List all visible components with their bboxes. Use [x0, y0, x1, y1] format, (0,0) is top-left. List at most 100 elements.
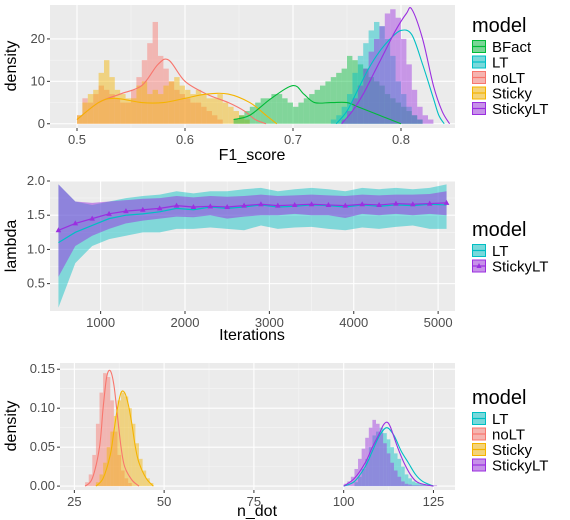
legend-item-lt: LT	[472, 411, 508, 428]
stickylt-histogram-bar	[383, 443, 387, 487]
bfact-histogram-bar	[309, 94, 315, 124]
lt-histogram-bar	[358, 476, 362, 487]
stickylt-histogram-bar	[397, 476, 402, 487]
bfact-histogram-bar	[379, 85, 385, 124]
bfact-histogram-bar	[276, 94, 283, 124]
stickylt-histogram-bar	[368, 427, 373, 487]
nolt-histogram-bar	[99, 392, 104, 487]
confidence-ribbons	[58, 184, 447, 308]
stickylt-histogram-bar	[357, 85, 364, 124]
nolt-histogram-bar	[217, 119, 223, 124]
x-tick-label: 5000	[424, 315, 453, 330]
legend-item-sticky: Sticky	[472, 442, 533, 459]
stickylt-mean-point	[190, 204, 197, 209]
sticky-histogram-bar	[146, 478, 150, 487]
sticky-histogram-bar	[136, 85, 142, 124]
sticky-histogram-bar	[121, 392, 125, 487]
sticky-density-curve	[76, 92, 278, 125]
stickylt-histogram-bar	[390, 9, 396, 124]
sticky-histogram-bar	[233, 111, 239, 124]
nolt-histogram-bar	[131, 89, 137, 124]
bfact-histogram-bar	[411, 115, 418, 124]
lt-histogram-bar	[390, 55, 396, 124]
stickylt-histogram-bar	[401, 481, 405, 487]
nolt-histogram-bar	[109, 94, 115, 124]
stickylt-histogram-bar	[417, 106, 423, 124]
nolt-histogram-bar	[92, 454, 96, 487]
stickylt-histogram-bar	[422, 485, 427, 487]
x-tick-label: 0.6	[176, 132, 194, 147]
lt-histogram-bar	[419, 483, 423, 487]
lt-histogram-bar	[417, 119, 423, 124]
sticky-histogram-bar	[77, 115, 83, 124]
lt-histogram-bar	[379, 427, 384, 487]
bfact-histogram-bar	[395, 102, 401, 124]
nolt-histogram-bar	[104, 89, 110, 124]
stickylt-mean-point	[342, 202, 349, 208]
stickylt-histogram-bar	[408, 484, 412, 487]
stickylt-histogram-bar	[411, 485, 416, 487]
lt-histogram-bar	[408, 478, 412, 487]
lt-histogram-bar	[386, 439, 391, 487]
sticky-histogram-bar	[190, 94, 196, 124]
stickylt-mean-point	[224, 204, 230, 209]
legend-label-nolt: noLT	[492, 427, 525, 444]
stickylt-mean-point	[393, 200, 399, 206]
x-tick-label: 3000	[255, 315, 284, 330]
lt-histogram-bar	[363, 43, 369, 124]
y-axis-ticks: 0.00 0.05 0.10 0.15	[30, 361, 60, 493]
lt-histogram-bar	[357, 55, 364, 124]
sticky-histogram-bar	[124, 396, 129, 487]
lt-histogram-bar	[397, 458, 402, 487]
lt-histogram-bar	[376, 431, 380, 487]
nolt-histogram-bar	[85, 482, 89, 487]
stickylt-mean-point	[258, 201, 264, 207]
bfact-histogram-bar	[357, 64, 364, 124]
bfact-histogram-bar	[287, 102, 293, 124]
legend-label-sticky: Sticky	[492, 86, 533, 103]
stickylt-mean-point	[376, 201, 382, 207]
legend-item-bfact: BFact	[472, 39, 532, 56]
lt-density-curve	[343, 427, 434, 487]
stickylt-histogram-bar	[419, 485, 423, 487]
nolt-histogram-bar	[201, 106, 207, 124]
y-tick-label: 1.5	[27, 207, 45, 222]
x-axis-title: F1_score	[219, 147, 286, 164]
x-axis-ticks: 25 50 75 100 125	[67, 490, 444, 509]
nolt-density-curve	[84, 369, 140, 487]
bfact-histogram-bar	[406, 111, 412, 124]
sticky-histogram-bar	[125, 98, 131, 124]
bfact-histogram-bar	[314, 89, 320, 124]
x-axis-title: Iterations	[219, 327, 285, 344]
nolt-histogram-bar	[125, 102, 131, 124]
nolt-histogram-bar	[152, 21, 158, 124]
legend-title: model	[472, 15, 526, 37]
x-tick-label: 50	[157, 494, 171, 509]
y-tick-label: 0.05	[30, 439, 55, 454]
stickylt-histogram-bar	[411, 89, 418, 124]
nolt-histogram-bar	[121, 470, 125, 487]
stickylt-histogram-bar	[384, 13, 391, 124]
sticky-histogram-bar	[179, 85, 185, 124]
legend-label-bfact: BFact	[492, 39, 532, 56]
y-tick-label: 0.5	[27, 276, 45, 291]
y-tick-label: 1.0	[27, 241, 45, 256]
stickylt-mean-point	[291, 201, 298, 207]
stickylt-histogram-bar	[363, 68, 369, 124]
lt-histogram-bar	[411, 481, 416, 487]
stickylt-histogram-bar	[347, 481, 351, 487]
nolt-histogram-bar	[120, 102, 126, 124]
x-tick-label: 2000	[171, 315, 200, 330]
stickylt-histogram-bar	[354, 468, 359, 487]
nolt-histogram-bar	[179, 94, 185, 124]
bfact-histogram-bar	[271, 94, 277, 124]
sticky-histogram-bar	[185, 89, 191, 124]
sticky-histogram-bar	[93, 89, 99, 124]
stickylt-mean-point	[410, 201, 416, 207]
stickylt-histogram-bar	[352, 98, 358, 124]
sticky-histogram-bar	[131, 423, 136, 487]
bfact-histogram-bar	[260, 98, 266, 124]
sticky-histogram-bar	[195, 89, 202, 124]
sticky-histogram-bar	[201, 94, 207, 124]
bfact-histogram-bar	[330, 77, 337, 124]
